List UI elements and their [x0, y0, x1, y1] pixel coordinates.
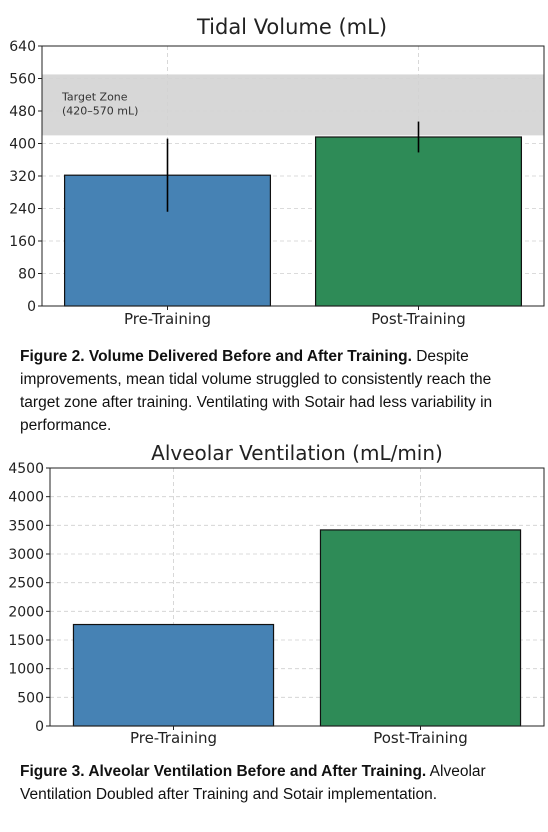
y-tick-label: 2500 — [8, 576, 44, 592]
figure-3-caption-text: Alveolar Ventilation Doubled after Train… — [20, 763, 486, 803]
bar-pre-training — [72, 623, 275, 727]
chart2-x-axis: Pre-Training Post-Training — [130, 726, 468, 747]
bar-post-training — [319, 529, 522, 727]
y-tick-label: 0 — [35, 719, 44, 735]
y-tick-label: 480 — [9, 104, 36, 120]
y-tick-label: 560 — [9, 72, 36, 88]
figure-2-caption-title: Figure 2. Volume Delivered Before and Af… — [20, 348, 412, 365]
figure-2-caption-text: Despite improvements, mean tidal volume … — [20, 348, 493, 434]
chart1-y-axis: 0 80 160 240 320 400 480 560 640 — [9, 39, 42, 315]
chart2-bars — [72, 529, 522, 727]
chart1-error-bars — [166, 121, 420, 212]
x-tick-label: Post-Training — [373, 729, 468, 747]
y-tick-label: 3000 — [8, 547, 44, 563]
x-tick-label: Pre-Training — [130, 729, 217, 747]
y-tick-label: 1000 — [8, 662, 44, 678]
chart1-frame — [41, 45, 545, 307]
chart2-y-axis: 0 500 1000 1500 2000 2500 3000 3500 4000 4500 — [8, 461, 50, 735]
chart1-bars — [63, 136, 523, 307]
y-tick-label: 240 — [9, 202, 36, 218]
figure-3-caption: Figure 3. Alveolar Ventilation Before an… — [20, 760, 530, 806]
bar-post-training — [314, 136, 523, 307]
y-tick-label: 2000 — [8, 604, 44, 620]
tidal-volume-chart: Tidal Volume (mL) Target Zone (420–570 m… — [9, 15, 545, 328]
y-tick-label: 400 — [9, 137, 36, 153]
x-tick-label: Post-Training — [371, 310, 466, 328]
chart1-title: Tidal Volume (mL) — [196, 15, 387, 39]
y-tick-label: 500 — [17, 690, 44, 706]
y-tick-label: 4500 — [8, 461, 44, 477]
target-zone-label: Target Zone — [61, 90, 128, 103]
y-tick-label: 1500 — [8, 633, 44, 649]
chart1-x-axis: Pre-Training Post-Training — [124, 306, 466, 328]
chart2-frame — [49, 467, 545, 727]
y-tick-label: 4000 — [8, 490, 44, 506]
y-tick-label: 0 — [27, 299, 36, 315]
y-tick-label: 160 — [9, 234, 36, 250]
y-tick-label: 3500 — [8, 518, 44, 534]
y-tick-label: 640 — [9, 39, 36, 55]
target-zone-range-label: (420–570 mL) — [62, 104, 138, 117]
target-zone-band — [42, 74, 544, 136]
y-tick-label: 80 — [18, 267, 36, 283]
y-tick-label: 320 — [9, 169, 36, 185]
alveolar-ventilation-chart: Alveolar Ventilation (mL/min) 0 500 1000 15… — [8, 441, 545, 747]
x-tick-label: Pre-Training — [124, 310, 211, 328]
figure-3-caption-title: Figure 3. Alveolar Ventilation Before an… — [20, 763, 427, 780]
chart2-title: Alveolar Ventilation (mL/min) — [151, 441, 443, 465]
figure-2-caption: Figure 2. Volume Delivered Before and Af… — [20, 345, 530, 437]
